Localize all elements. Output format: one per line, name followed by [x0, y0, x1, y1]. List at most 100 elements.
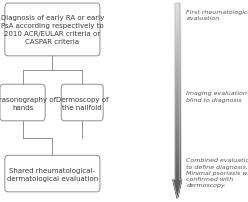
Polygon shape [175, 143, 180, 145]
Polygon shape [175, 67, 180, 69]
Polygon shape [175, 154, 180, 156]
Polygon shape [175, 56, 180, 57]
Polygon shape [175, 169, 180, 170]
Polygon shape [175, 53, 180, 54]
Polygon shape [176, 193, 179, 194]
Polygon shape [175, 106, 180, 107]
Polygon shape [175, 54, 180, 56]
Polygon shape [175, 44, 180, 46]
Polygon shape [175, 69, 180, 70]
Polygon shape [175, 112, 180, 114]
Polygon shape [175, 19, 180, 20]
Polygon shape [175, 189, 179, 190]
Polygon shape [177, 194, 178, 195]
Polygon shape [175, 111, 180, 112]
Polygon shape [175, 27, 180, 28]
Polygon shape [175, 14, 180, 15]
Text: Ultrasonography of
hands: Ultrasonography of hands [0, 96, 56, 110]
Polygon shape [176, 190, 179, 191]
Polygon shape [175, 9, 180, 11]
Polygon shape [175, 90, 180, 91]
Polygon shape [175, 128, 180, 130]
Polygon shape [175, 153, 180, 154]
Polygon shape [175, 174, 180, 175]
Polygon shape [175, 188, 180, 189]
Polygon shape [175, 75, 180, 77]
Polygon shape [175, 159, 180, 161]
Polygon shape [173, 181, 181, 182]
Polygon shape [175, 141, 180, 143]
FancyBboxPatch shape [5, 4, 100, 57]
Polygon shape [175, 186, 180, 187]
Text: Combined evaluation
to define diagnosis.
Minimal psoriasis was
confirmed with
de: Combined evaluation to define diagnosis.… [186, 158, 248, 187]
FancyBboxPatch shape [0, 85, 45, 121]
Polygon shape [175, 65, 180, 67]
Polygon shape [175, 51, 180, 53]
Polygon shape [174, 183, 181, 184]
Polygon shape [175, 85, 180, 86]
Polygon shape [175, 12, 180, 14]
Polygon shape [175, 162, 180, 164]
Polygon shape [175, 43, 180, 44]
Polygon shape [175, 35, 180, 36]
Polygon shape [175, 158, 180, 159]
Polygon shape [175, 91, 180, 93]
Polygon shape [175, 125, 180, 127]
Polygon shape [176, 191, 179, 192]
Polygon shape [175, 124, 180, 125]
Polygon shape [175, 82, 180, 83]
Polygon shape [175, 130, 180, 132]
Polygon shape [175, 146, 180, 148]
Polygon shape [175, 132, 180, 133]
FancyBboxPatch shape [5, 156, 100, 192]
Polygon shape [175, 7, 180, 9]
Polygon shape [175, 95, 180, 96]
Polygon shape [175, 57, 180, 59]
Polygon shape [175, 127, 180, 128]
Polygon shape [175, 175, 180, 177]
Polygon shape [175, 107, 180, 109]
Polygon shape [175, 93, 180, 95]
Polygon shape [175, 145, 180, 146]
Polygon shape [175, 140, 180, 141]
Polygon shape [175, 117, 180, 119]
Polygon shape [175, 98, 180, 99]
Polygon shape [175, 6, 180, 7]
Polygon shape [176, 192, 179, 193]
Polygon shape [175, 15, 180, 17]
Polygon shape [175, 133, 180, 135]
Polygon shape [175, 40, 180, 41]
Polygon shape [175, 28, 180, 30]
Polygon shape [175, 17, 180, 19]
Polygon shape [175, 32, 180, 33]
Polygon shape [175, 99, 180, 101]
Polygon shape [175, 116, 180, 117]
Polygon shape [175, 179, 180, 180]
Polygon shape [174, 184, 181, 185]
Polygon shape [175, 86, 180, 88]
Polygon shape [175, 64, 180, 65]
Polygon shape [175, 109, 180, 111]
Polygon shape [175, 151, 180, 153]
Polygon shape [175, 70, 180, 72]
Polygon shape [175, 38, 180, 40]
Polygon shape [175, 25, 180, 27]
Polygon shape [175, 187, 180, 188]
Polygon shape [175, 166, 180, 167]
Polygon shape [174, 185, 180, 186]
Polygon shape [175, 22, 180, 23]
Text: Dermoscopy of
the nailfold: Dermoscopy of the nailfold [56, 96, 108, 110]
FancyBboxPatch shape [61, 85, 103, 121]
Polygon shape [175, 104, 180, 106]
Polygon shape [175, 101, 180, 103]
Text: First rheumatological
evaluation: First rheumatological evaluation [186, 10, 248, 21]
Polygon shape [175, 96, 180, 98]
Polygon shape [175, 72, 180, 74]
Text: Diagnosis of early RA or early
PsA according respectively to
2010 ACR/EULAR crit: Diagnosis of early RA or early PsA accor… [1, 15, 104, 45]
Polygon shape [175, 156, 180, 158]
Polygon shape [175, 36, 180, 38]
Polygon shape [175, 4, 180, 6]
Polygon shape [175, 161, 180, 162]
Polygon shape [175, 23, 180, 25]
Polygon shape [175, 88, 180, 90]
